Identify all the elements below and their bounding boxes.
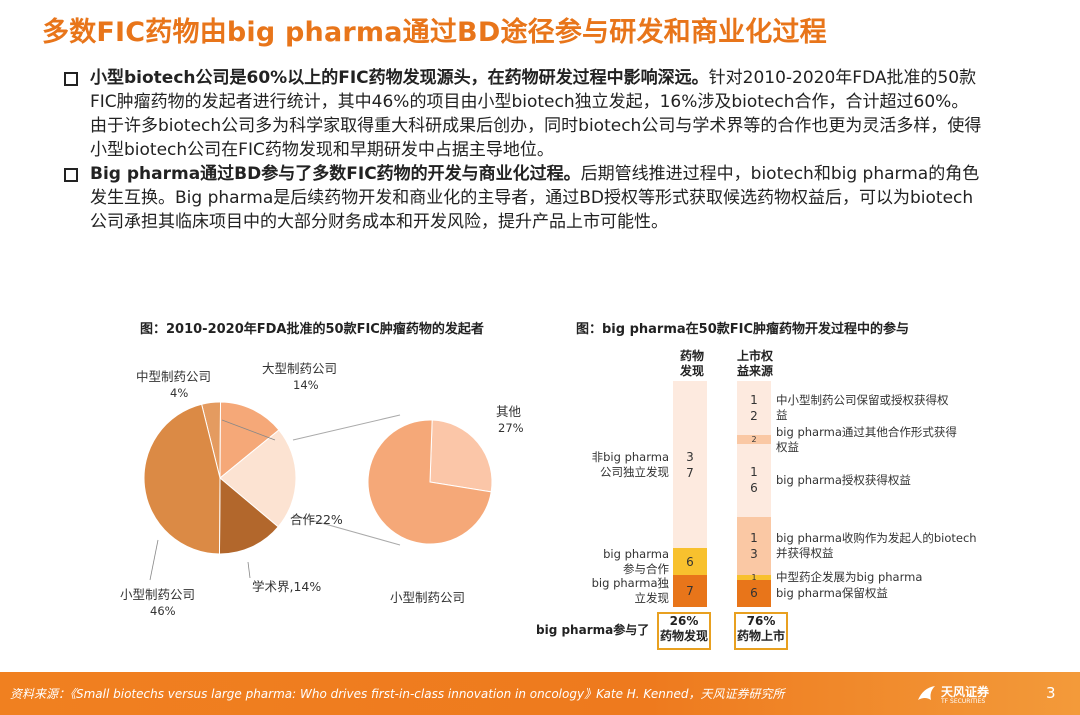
col2-header-text: 上市权 益来源 [736, 349, 773, 378]
pie-label-small: 小型制药公司 [120, 587, 196, 602]
logo-subtext: TF SECURITIES [941, 698, 986, 705]
logo-text: 天风证券 [941, 685, 990, 699]
page-title: 多数FIC药物由big pharma通过BD途径参与研发和商业化过程 [42, 17, 827, 48]
company-logo: 天风证券 TF SECURITIES [915, 680, 1005, 708]
pie-label-small-pct: 46% [150, 604, 176, 618]
segment-label: big pharma保留权益 [776, 585, 888, 600]
segment-label: 中小型制药公司保留或授权获得权 益 [776, 393, 949, 423]
col2-segment: 1 3 [737, 516, 771, 576]
bullet-2-text: 后期管线推进过程中，biotech和big pharma的角色发生互换。Big … [90, 164, 980, 232]
bar-column-rights: 1 2 2 1 6 1 3 1 6 [737, 381, 771, 607]
pie-label-large: 大型制药公司 [262, 361, 338, 376]
segment-label: 非big pharma 公司独立发现 [591, 449, 669, 479]
col2-segment: 6 [737, 579, 771, 607]
pie-slice-academia [218, 476, 279, 555]
pie2-label-other: 其他 [496, 404, 522, 419]
bullet-1-bold: 小型biotech公司是60%以上的FIC药物发现源头，在药物研发过程中影响深远… [90, 68, 709, 88]
market-summary-box: 76% 药物上市 [734, 612, 788, 650]
leader-line [221, 419, 276, 441]
leader-line [149, 539, 159, 581]
checkbox-square-icon [64, 168, 78, 182]
col2-segment: 2 [737, 434, 771, 445]
checkbox-square-icon [64, 72, 78, 86]
segment-value: 6 [750, 586, 758, 601]
segment-label: 中型药企发展为big pharma [776, 570, 923, 585]
discovery-summary-text: 26% 药物发现 [659, 614, 708, 643]
segment-value: 3 7 [686, 449, 694, 480]
segment-value: 7 [686, 584, 694, 599]
col2-segment: 1 2 [737, 381, 771, 436]
segment-value: 1 3 [750, 530, 758, 561]
col2-segment: 1 [737, 572, 771, 582]
segment-value: 1 [751, 572, 757, 582]
col1-header: 药物 发现 [672, 349, 712, 379]
segment-value: 2 [751, 434, 757, 444]
pie2-slice-small [367, 419, 492, 545]
pie-label-mid-pct: 4% [170, 386, 189, 400]
source-note: 资料来源：《Small biotechs versus large pharma… [10, 687, 785, 701]
col2-header: 上市权 益来源 [735, 349, 775, 379]
segment-value: 1 6 [750, 465, 758, 496]
segment-label: big pharma 参与合作 [603, 546, 669, 576]
pie-slice-small [143, 403, 221, 555]
col1-segment: 3 7 [673, 381, 707, 549]
pie2-label-small: 小型制药公司 [390, 590, 466, 605]
col1-segment: 6 [673, 548, 707, 576]
leader-line [247, 561, 251, 579]
pie-slice-coop [219, 429, 297, 528]
segment-label: big pharma独 立发现 [591, 576, 669, 606]
bullet-item-2: Big pharma通过BD参与了多数FIC药物的开发与商业化过程。后期管线推进… [62, 162, 982, 234]
col1-segment: 7 [673, 575, 707, 607]
bullet-item-1: 小型biotech公司是60%以上的FIC药物发现源头，在药物研发过程中影响深远… [62, 66, 982, 162]
col2-segment: 1 6 [737, 444, 771, 517]
pie-label-academia: 学术界,14% [252, 579, 322, 594]
page-number: 3 [1046, 684, 1056, 702]
chart1-title: 图：2010-2020年FDA批准的50款FIC肿瘤药物的发起者 [140, 322, 484, 337]
pie2-slice-other [429, 419, 493, 493]
pie2-label-other-pct: 27% [498, 421, 524, 435]
segment-label: big pharma授权获得权益 [776, 472, 911, 487]
pie-secondary [367, 419, 493, 545]
segment-label: big pharma通过其他合作形式获得 权益 [776, 424, 957, 454]
market-summary-text: 76% 药物上市 [736, 614, 785, 643]
bullet-2-bold: Big pharma通过BD参与了多数FIC药物的开发与商业化过程。 [90, 164, 581, 184]
segment-value: 1 2 [750, 393, 758, 424]
connector-bottom-line [292, 514, 401, 546]
bottom-label: big pharma参与了 [536, 623, 650, 637]
pie-label-mid: 中型制药公司 [136, 369, 212, 384]
chart2-title: 图：big pharma在50款FIC肿瘤药物开发过程中的参与 [576, 322, 910, 337]
col1-header-text: 药物 发现 [679, 349, 704, 378]
pie-main [143, 401, 297, 555]
segment-value: 6 [686, 554, 694, 569]
connector-top-line [292, 414, 401, 441]
bird-logo-icon [918, 686, 935, 700]
bullet-1-text: 针对2010-2020年FDA批准的50款FIC肿瘤药物的发起者进行统计，其中4… [90, 68, 982, 160]
footer-bar: 资料来源：《Small biotechs versus large pharma… [0, 672, 1080, 715]
pie-label-coop: 合作22% [290, 512, 343, 527]
pie-label-large-pct: 14% [293, 378, 319, 392]
segment-label: big pharma收购作为发起人的biotech 并获得权益 [776, 530, 977, 560]
bullet-list: 小型biotech公司是60%以上的FIC药物发现源头，在药物研发过程中影响深远… [62, 66, 982, 234]
discovery-summary-box: 26% 药物发现 [657, 612, 711, 650]
bar-column-discovery: 3 7 6 7 [673, 381, 707, 607]
pie-slice-large [219, 401, 280, 480]
